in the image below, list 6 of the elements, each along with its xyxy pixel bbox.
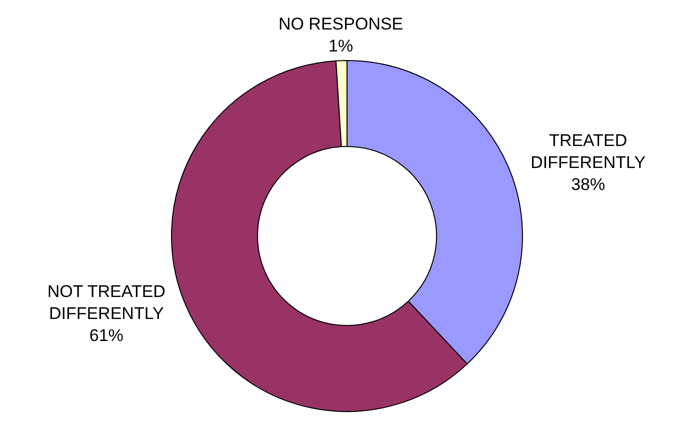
- data-label: 38%: [571, 174, 606, 194]
- slice-label: NOT TREATED DIFFERENTLY: [47, 282, 166, 324]
- data-label: 61%: [89, 326, 124, 346]
- data-label: 1%: [328, 36, 354, 56]
- slice-label: NO RESPONSE: [278, 14, 404, 34]
- slice-label: TREATED DIFFERENTLY: [530, 130, 646, 172]
